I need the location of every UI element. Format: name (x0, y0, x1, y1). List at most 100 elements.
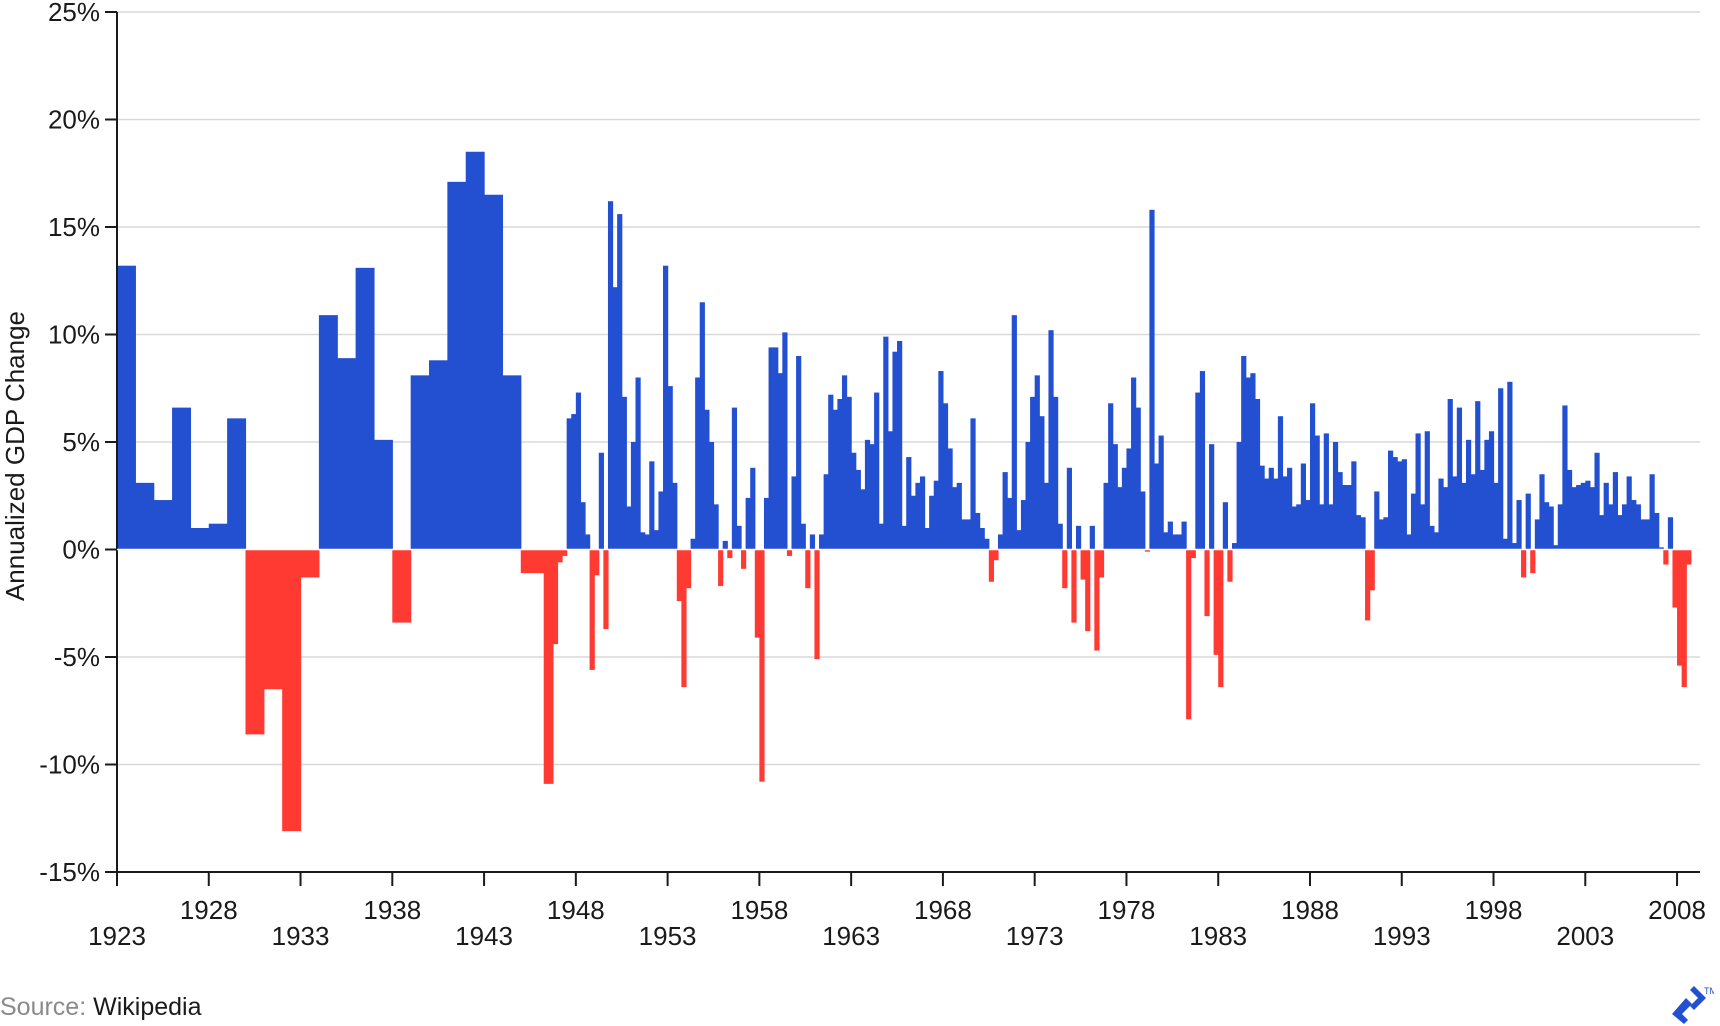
quarterly-bar (1328, 504, 1334, 550)
quarterly-bar (1011, 315, 1017, 550)
quarterly-bar (653, 530, 660, 550)
quarterly-bar (1465, 439, 1472, 550)
quarterly-bar (566, 418, 572, 550)
quarterly-bar (1530, 549, 1536, 574)
quarterly-bar (1296, 504, 1302, 550)
quarterly-bar (1488, 431, 1495, 550)
quarterly-bar (1429, 525, 1435, 550)
quarterly-bar (1181, 521, 1187, 550)
quarterly-bar (1484, 439, 1490, 550)
x-tick-label: 1943 (455, 921, 513, 951)
quarterly-bar (874, 392, 880, 550)
quarterly-bar (1337, 472, 1343, 550)
quarterly-bar (663, 265, 669, 550)
quarterly-bar (1053, 396, 1059, 550)
quarterly-bar (768, 347, 774, 550)
quarterly-bar (1608, 504, 1614, 550)
y-tick-label: 10% (48, 320, 100, 350)
quarterly-bar (1259, 465, 1265, 550)
quarterly-bar (1507, 381, 1513, 550)
quarterly-bar (1424, 431, 1430, 550)
quarterly-bar (1553, 545, 1559, 550)
quarterly-bar (1121, 467, 1128, 550)
quarterly-bar (906, 457, 912, 550)
quarterly-bar (1456, 407, 1463, 550)
x-tick-label: 2008 (1648, 895, 1706, 925)
quarterly-bar (704, 409, 710, 550)
annual-bar (429, 360, 448, 550)
quarterly-bar (814, 549, 820, 660)
quarterly-bar (1300, 463, 1306, 550)
quarterly-bar (1314, 435, 1320, 550)
annual-bar (520, 549, 540, 574)
quarterly-bar (672, 482, 678, 550)
quarterly-bar (1108, 403, 1114, 550)
quarterly-bar (1282, 476, 1288, 550)
quarterly-bar (1649, 474, 1655, 550)
quarterly-bar (1387, 450, 1394, 550)
quarterly-bar (984, 538, 990, 550)
quarterly-bar (718, 549, 724, 587)
quarterly-bar (796, 356, 802, 550)
quarterly-bar (1039, 416, 1045, 550)
quarterly-bar (617, 214, 623, 550)
quarterly-bar (1410, 493, 1417, 550)
quarterly-bar (1089, 525, 1095, 550)
x-tick-label: 1983 (1189, 921, 1247, 951)
quarterly-bar (1401, 459, 1407, 550)
quarterly-bar (607, 201, 614, 550)
annual-bar (392, 549, 412, 623)
quarterly-bar (1158, 435, 1164, 550)
quarterly-bar (1599, 515, 1605, 550)
quarterly-bar (1406, 534, 1412, 550)
annual-bar (245, 549, 265, 735)
x-tick-label: 1978 (1098, 895, 1156, 925)
annual-bar (227, 418, 247, 550)
quarterly-bar (1305, 500, 1311, 550)
svg-text:TM: TM (1704, 986, 1714, 996)
quarterly-bar (805, 549, 811, 589)
quarterly-bar (1369, 549, 1375, 591)
quarterly-bar (589, 549, 595, 670)
source-prefix: Source: (0, 993, 87, 1021)
quarterly-bar (1213, 549, 1219, 655)
quarterly-bar (832, 409, 838, 550)
quarterly-bar (851, 452, 857, 550)
annual-bar (153, 500, 173, 550)
quarterly-bar (782, 332, 788, 550)
quarterly-bar (773, 347, 779, 550)
quarterly-bar (690, 538, 696, 550)
quarterly-bar (823, 474, 829, 550)
quarterly-bar (621, 396, 627, 550)
quarterly-bar (676, 549, 682, 602)
quarterly-bar (897, 340, 903, 550)
quarterly-bar (1048, 330, 1054, 550)
quarterly-bar (1438, 478, 1444, 550)
quarterly-bar (933, 480, 939, 550)
quarterly-bar (1539, 474, 1545, 550)
quarterly-bar (1415, 433, 1421, 550)
quarterly-bar (942, 403, 949, 550)
quarterly-bar (1319, 504, 1325, 550)
quarterly-bar (952, 487, 958, 550)
quarterly-bar (603, 549, 609, 630)
quarterly-bar (1640, 519, 1646, 550)
quarterly-bar (1062, 549, 1068, 589)
quarterly-bar (777, 373, 783, 550)
quarterly-bar (1043, 482, 1050, 550)
quarterly-bar (1566, 469, 1573, 550)
quarterly-bar (1433, 532, 1440, 550)
quarterly-bar (1126, 448, 1132, 550)
quarterly-bar (883, 336, 889, 550)
quarterly-bar (1245, 377, 1251, 550)
quarterly-bar (580, 502, 586, 550)
quarterly-bar (855, 469, 861, 550)
annual-bar (300, 549, 320, 578)
quarterly-bar (708, 442, 715, 550)
quarterly-bar (1585, 480, 1591, 550)
annual-bar (190, 528, 210, 550)
quarterly-bar (1209, 444, 1215, 550)
quarterly-bar (1383, 517, 1389, 550)
quarterly-bar (1658, 547, 1664, 550)
quarterly-bar (1644, 519, 1651, 550)
